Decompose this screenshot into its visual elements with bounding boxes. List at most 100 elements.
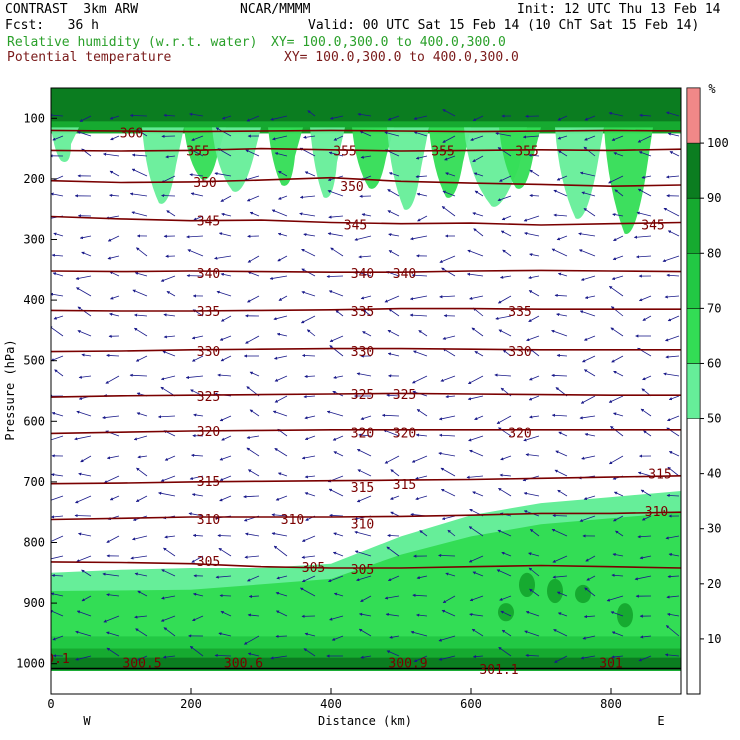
colorbar-bin (686, 142, 701, 199)
wind-vector (438, 635, 456, 642)
wind-vector (135, 247, 148, 257)
wind-vector (495, 315, 512, 320)
theta-label: 300.5 (122, 657, 161, 672)
wind-vector (497, 147, 512, 157)
wind-vector (584, 587, 596, 597)
wind-vector (667, 466, 680, 477)
theta-label: 335 (508, 305, 531, 320)
wind-vector (439, 295, 456, 299)
wind-vector (438, 415, 456, 421)
wind-vector (329, 335, 344, 343)
wind-vector (611, 573, 624, 577)
wind-vector (583, 369, 596, 377)
wind-vector (438, 451, 456, 457)
wind-vector (583, 495, 596, 500)
wind-vector (245, 335, 260, 344)
wind-vector (495, 132, 512, 137)
wind-vector (585, 555, 596, 562)
wind-vector (471, 628, 484, 637)
wind-vector (642, 375, 652, 381)
wind-vector (276, 332, 288, 337)
wind-vector (271, 209, 288, 217)
wind-vector (551, 329, 568, 337)
wind-vector (331, 635, 344, 641)
wind-vector (472, 654, 484, 659)
wind-vector (133, 435, 148, 441)
wind-vector (303, 233, 316, 237)
wind-vector (551, 528, 568, 537)
wind-vector (381, 413, 400, 417)
wind-vector (497, 195, 512, 202)
wind-vector (610, 306, 624, 317)
wind-vector (275, 495, 288, 501)
wind-vector (216, 290, 232, 297)
wind-vector (51, 609, 64, 617)
wind-vector (611, 275, 624, 280)
wind-vector (637, 135, 652, 143)
wind-vector (467, 249, 484, 257)
wind-vector (358, 612, 372, 617)
wind-vector (214, 255, 232, 260)
wind-vector (634, 575, 652, 581)
wind-vector (165, 155, 176, 159)
wind-vector (75, 630, 92, 637)
wind-vector (102, 152, 120, 157)
wind-vector (611, 655, 624, 659)
wind-vector (474, 415, 484, 420)
wind-vector (442, 190, 456, 197)
theta-contour-315 (51, 475, 681, 485)
wind-vector (529, 375, 540, 381)
theta-label: 350 (193, 176, 216, 191)
wind-vector (639, 635, 652, 639)
wind-vector (360, 595, 372, 602)
colorbar-tick-label: 60 (707, 356, 721, 370)
wind-vector (81, 353, 92, 357)
wind-vector (106, 647, 120, 657)
wind-vector (304, 415, 316, 420)
x-end-label-east: E (657, 714, 664, 728)
wind-vector (332, 551, 344, 557)
wind-vector (52, 635, 64, 641)
wind-vector (131, 168, 148, 177)
theta-label: 315 (393, 478, 416, 493)
plot-area: 360 355 355 355 355 350 350 345 345 345 340 340 340 3… (51, 88, 681, 694)
wind-vector (360, 155, 372, 159)
theta-label: 305 (302, 561, 325, 576)
wind-vector (54, 369, 64, 377)
theta-label: 330 (508, 345, 531, 360)
wind-vector (416, 575, 428, 580)
wind-vector (666, 273, 680, 277)
wind-vector (525, 453, 540, 457)
wind-vector (584, 432, 596, 437)
colorbar-tick-label: 30 (707, 522, 721, 536)
wind-vector (466, 272, 484, 277)
wind-vector (328, 151, 344, 157)
wind-vector (583, 335, 596, 341)
wind-vector (583, 615, 596, 619)
wind-vector (191, 493, 204, 497)
wind-vector (663, 372, 680, 377)
wind-vector (243, 495, 260, 499)
colorbar-tick-label: 20 (707, 577, 721, 591)
wind-vector (189, 645, 204, 657)
wind-vector (191, 335, 204, 340)
wind-vector (523, 491, 540, 497)
wind-vector (219, 455, 232, 461)
wind-vector (553, 189, 568, 197)
wind-vector (612, 412, 624, 417)
wind-vector (552, 555, 568, 563)
wind-vector (666, 612, 680, 617)
wind-vector (412, 350, 428, 357)
theta-label: 301 (599, 657, 622, 672)
x-axis-label: Distance (km) (318, 714, 412, 728)
wind-vector (387, 352, 400, 357)
wind-vector (354, 550, 372, 557)
wind-vector (529, 169, 540, 177)
wind-vector (244, 532, 260, 537)
wind-vector (51, 325, 64, 337)
wind-vector (613, 370, 624, 377)
wind-vector (388, 233, 400, 237)
wind-vector (329, 513, 344, 518)
wind-vector (440, 375, 456, 382)
wind-vector (664, 653, 680, 657)
